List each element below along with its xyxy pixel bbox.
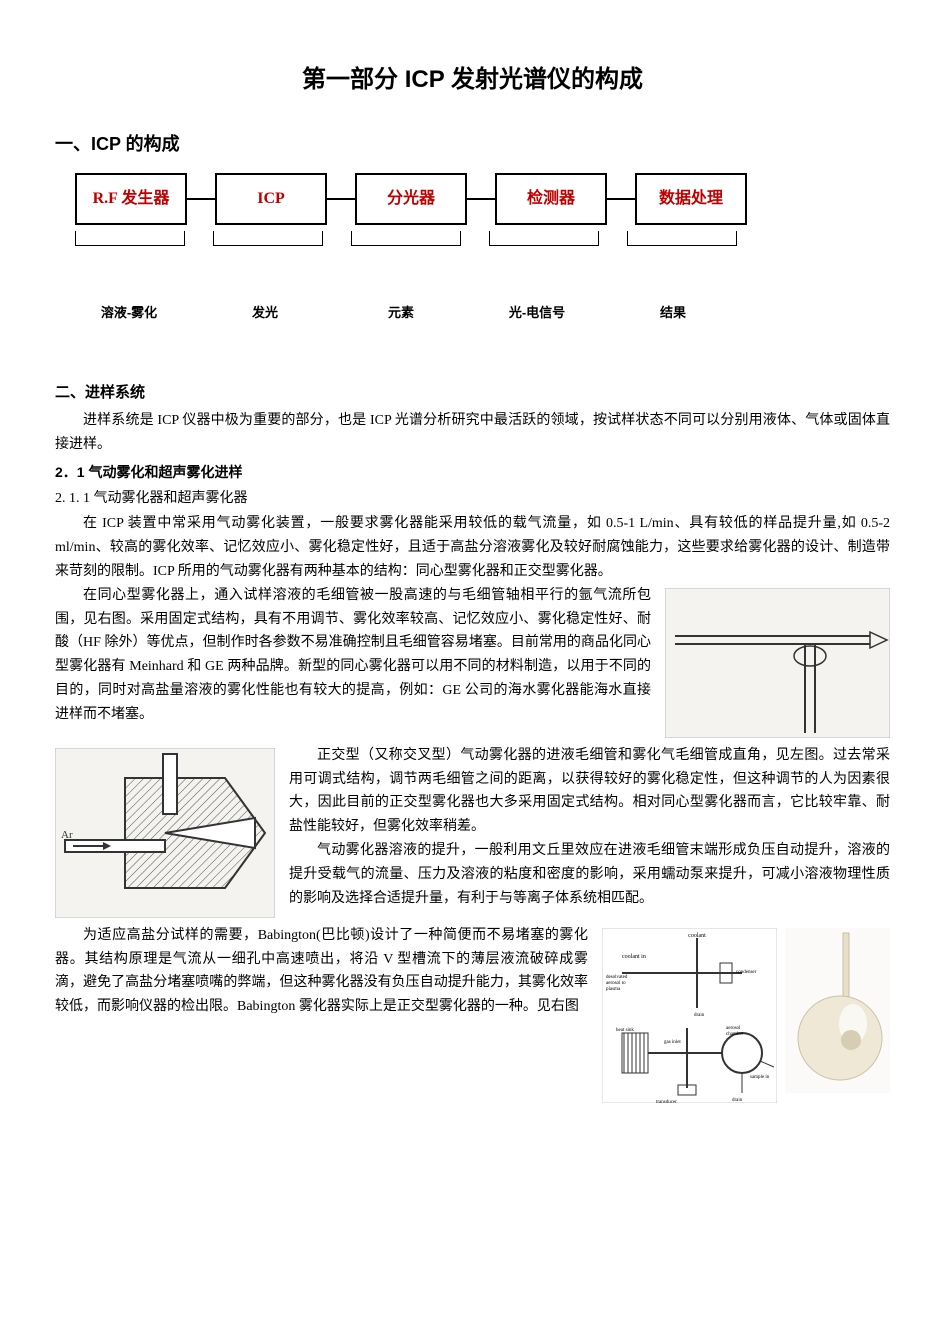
lbl-drain2: drain (732, 1098, 743, 1103)
flow-box-3: 分光器 (355, 173, 467, 224)
lbl-coolant-in: coolant in (622, 954, 646, 960)
section-2-1-1-heading: 2. 1. 1 气动雾化器和超声雾化器 (55, 487, 890, 511)
flow-label-4: 光-电信号 (483, 302, 591, 324)
flow-connector (607, 198, 635, 200)
flow-box-row: R.F 发生器 ICP 分光器 检测器 数据处理 (75, 173, 890, 224)
lbl-desolvated: desolvated (606, 975, 628, 980)
flow-connector (327, 198, 355, 200)
flow-box-2: ICP (215, 173, 327, 224)
section-2-heading: 二、进样系统 (55, 380, 890, 406)
flow-label-2: 发光 (211, 302, 319, 324)
figure-concentric-nebulizer (665, 588, 890, 738)
flow-box-5: 数据处理 (635, 173, 747, 224)
flow-diagram: R.F 发生器 ICP 分光器 检测器 数据处理 溶液-雾化 发光 元素 光-电… (75, 173, 890, 323)
svg-text:plasma: plasma (606, 987, 621, 992)
svg-text:chamber: chamber (726, 1032, 744, 1037)
lbl-condenser: condenser (736, 970, 757, 975)
page-title: 第一部分 ICP 发射光谱仪的构成 (55, 60, 890, 101)
lbl-coolant: coolant (688, 933, 706, 939)
flow-connector (467, 198, 495, 200)
flow-connector (187, 198, 215, 200)
section-2-1-heading: 2．1 气动雾化和超声雾化进样 (55, 461, 890, 485)
flow-label-1: 溶液-雾化 (75, 302, 183, 324)
svg-text:aerosol to: aerosol to (606, 981, 626, 986)
lbl-aerosol: aerosol (726, 1026, 741, 1031)
figure-crossflow-nebulizer: Ar (55, 748, 275, 918)
lbl-heatsink: heat sink (616, 1028, 634, 1033)
figure-babington-diagram: coolant coolant in desolvated aerosol to… (602, 928, 777, 1103)
lbl-gasinlet: gas inlet (664, 1040, 681, 1045)
flow-label-row: 溶液-雾化 发光 元素 光-电信号 结果 (75, 302, 890, 324)
lbl-samplein: sample in (750, 1075, 770, 1080)
flow-bracket-row (75, 231, 890, 246)
flow-label-5: 结果 (619, 302, 727, 324)
figure-babington-photo (785, 928, 890, 1093)
paragraph-nebulizer-general: 在 ICP 装置中常采用气动雾化装置，一般要求雾化器能采用较低的载气流量，如 0… (55, 512, 890, 583)
ar-label: Ar (61, 829, 73, 841)
figure-babington-group: coolant coolant in desolvated aerosol to… (602, 928, 890, 1103)
flow-box-1: R.F 发生器 (75, 173, 187, 224)
section-2-intro: 进样系统是 ICP 仪器中极为重要的部分，也是 ICP 光谱分析研究中最活跃的领… (55, 409, 890, 457)
lbl-drain1: drain (694, 1013, 705, 1018)
lbl-transducer: transducer (656, 1100, 677, 1103)
section-1-heading: 一、ICP 的构成 (55, 129, 890, 160)
flow-box-4: 检测器 (495, 173, 607, 224)
flow-label-3: 元素 (347, 302, 455, 324)
